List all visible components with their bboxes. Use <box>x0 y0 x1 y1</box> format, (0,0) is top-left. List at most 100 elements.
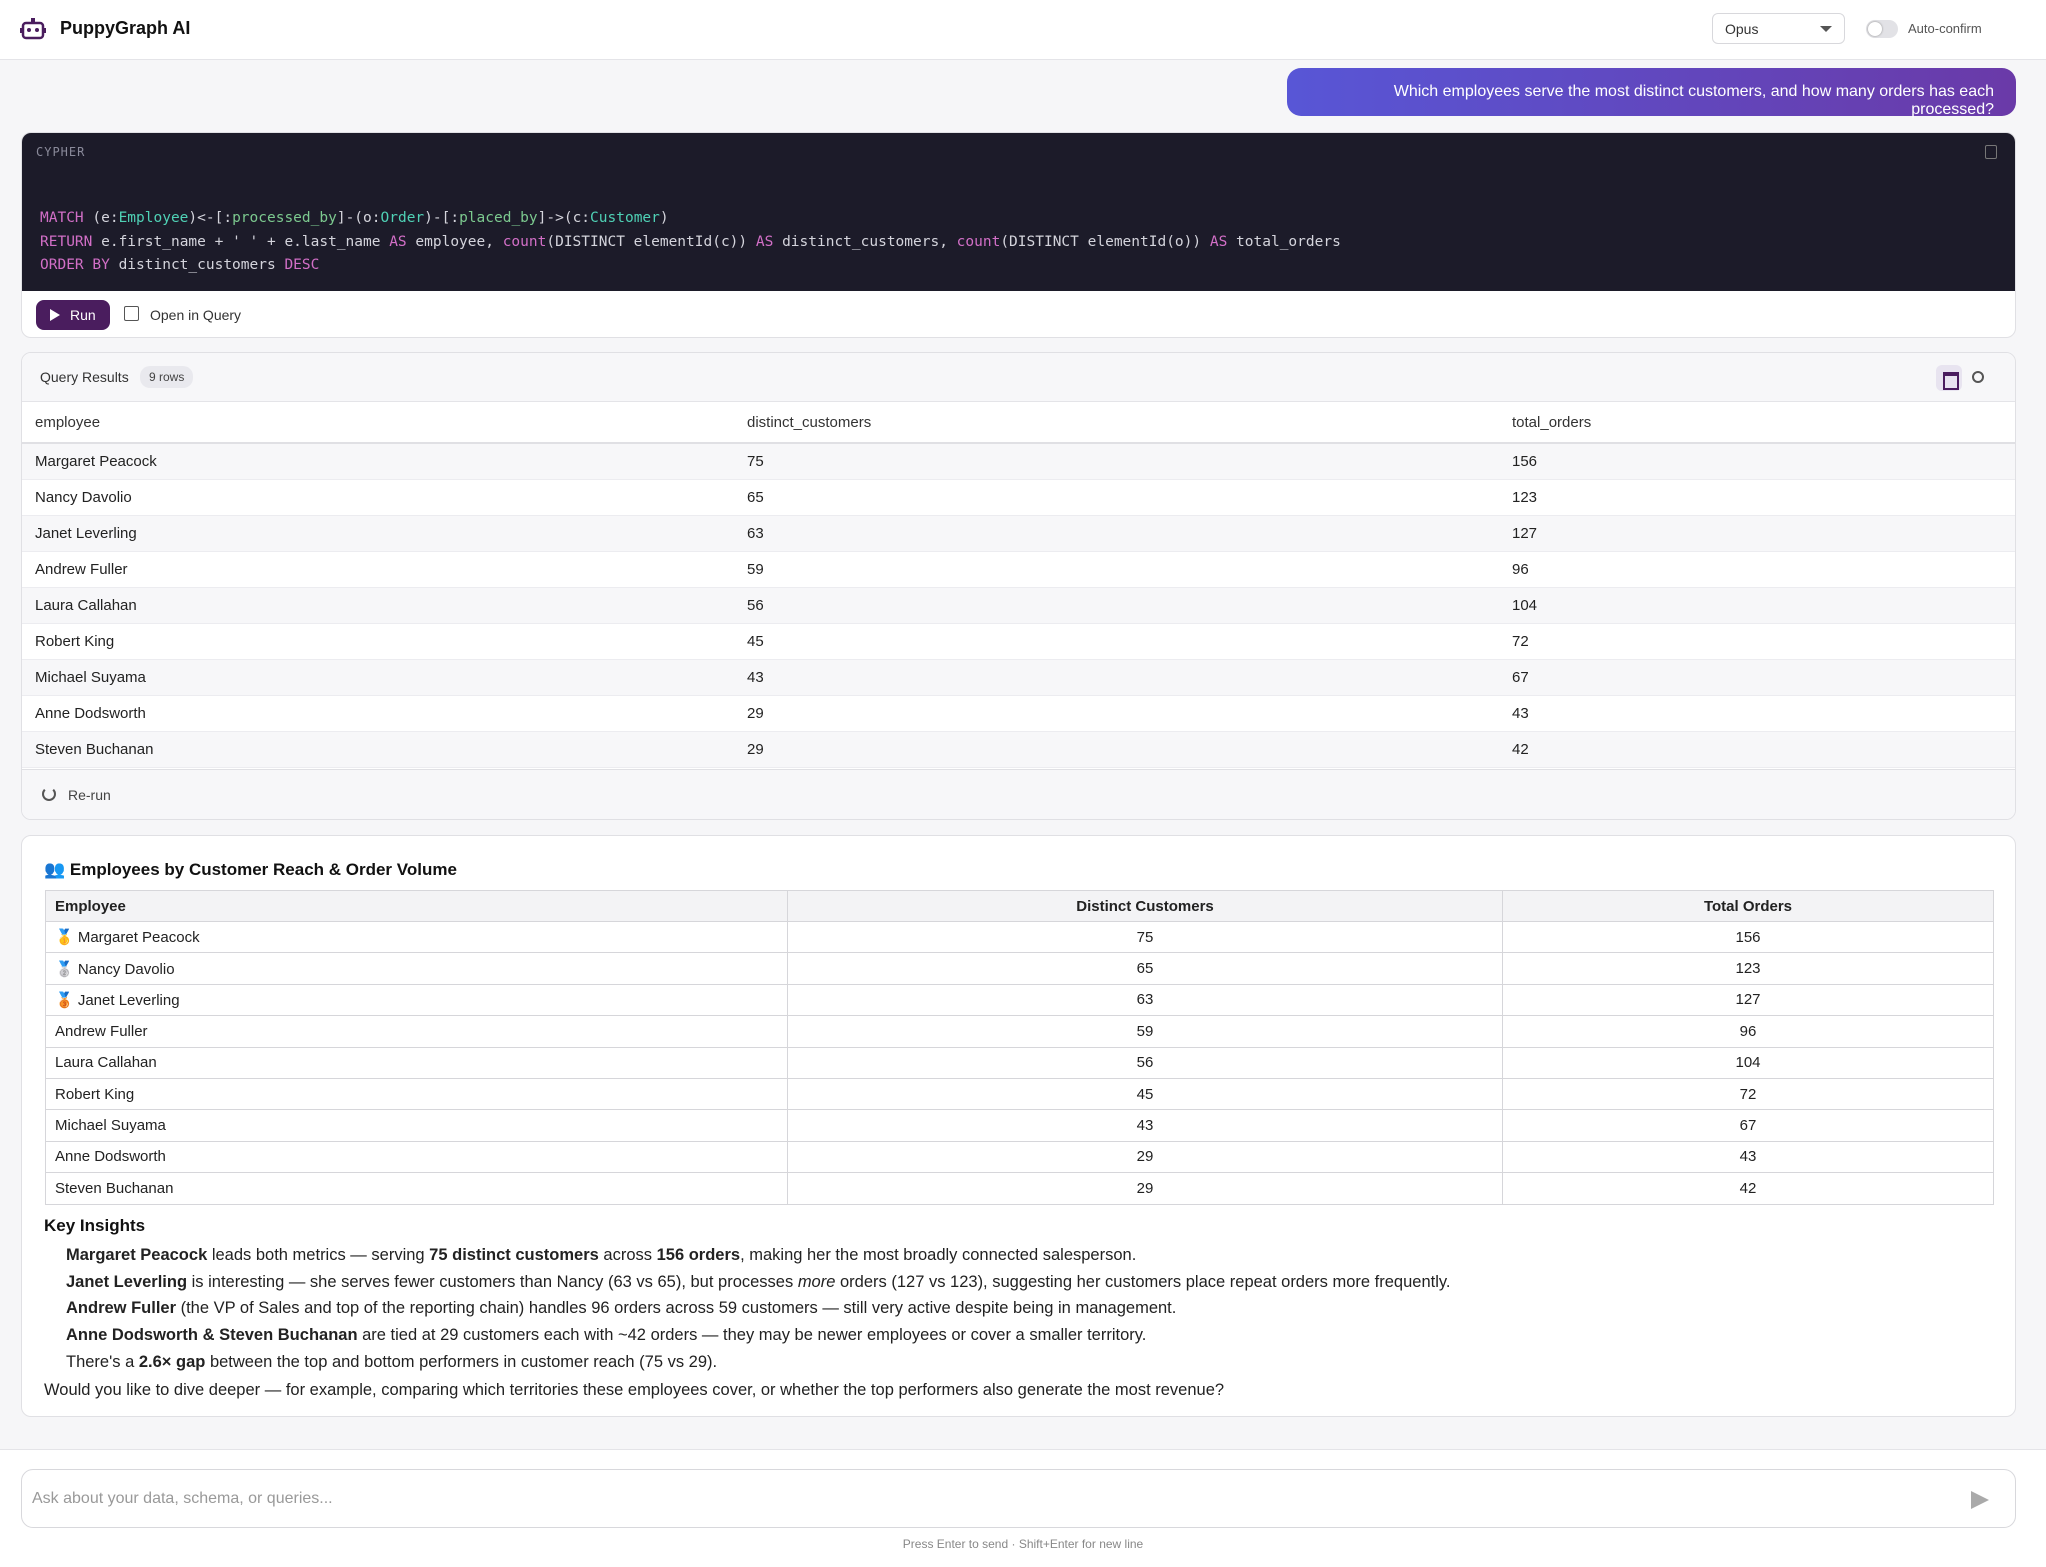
result-cell: 59 <box>734 551 1499 588</box>
report-cell: 156 <box>1502 920 1994 954</box>
code-token: AS <box>389 233 407 250</box>
rerun-button[interactable]: Re-run <box>68 787 111 803</box>
report-cell: 29 <box>787 1140 1503 1174</box>
result-cell: 156 <box>1499 443 2015 480</box>
report-cell: 🥈 Nancy Davolio <box>45 952 788 985</box>
code-token: Order <box>380 210 425 226</box>
column-header: Total Orders <box>1502 890 1994 922</box>
graph-view-button[interactable] <box>1972 371 1984 383</box>
code-token: Employee <box>118 210 189 226</box>
result-cell: 75 <box>734 443 1499 480</box>
table-view-button[interactable] <box>1936 365 1962 391</box>
result-cell: Nancy Davolio <box>22 479 734 516</box>
code-line: RETURN e.first_name + ' ' + e.last_name … <box>40 231 1341 255</box>
code-token: ]->(c: <box>537 210 591 226</box>
insight-bold: Andrew Fuller <box>66 1299 177 1318</box>
result-cell: 43 <box>1499 695 2015 732</box>
insight-bold: Margaret Peacock <box>66 1246 208 1264</box>
column-header: total_orders <box>1499 402 2015 444</box>
code-token: e.first_name + ' ' + e.last_name <box>92 233 390 250</box>
table-row: Robert King 45 72 <box>45 1077 1994 1111</box>
logo <box>20 18 46 40</box>
result-cell: 67 <box>1499 659 2015 696</box>
result-cell: Anne Dodsworth <box>22 695 734 732</box>
auto-confirm-label: Auto-confirm <box>1908 21 1982 36</box>
result-cell: 45 <box>734 623 1499 660</box>
code-token: ]-(o: <box>336 210 381 226</box>
table-row: Andrew Fuller 59 96 <box>45 1015 1994 1048</box>
open-in-query-button[interactable]: Open in Query <box>124 306 241 323</box>
insight-text: orders (127 vs 123), suggesting her cust… <box>835 1272 1451 1291</box>
input-hint: Press Enter to send · Shift+Enter for ne… <box>902 1537 1144 1551</box>
table-row: Janet Leverling 63 127 <box>22 515 2015 552</box>
report-cell: Michael Suyama <box>45 1109 788 1142</box>
result-cell: Laura Callahan <box>22 587 734 624</box>
column-header: employee <box>22 402 734 444</box>
insight-item: Janet Leverling is interesting — she ser… <box>66 1269 1451 1296</box>
code-token: )<-[: <box>188 210 233 226</box>
send-button[interactable] <box>1971 1491 1989 1509</box>
report-cell: Anne Dodsworth <box>45 1140 788 1174</box>
table-row: Robert King 45 72 <box>22 623 2015 660</box>
result-cell: 42 <box>1499 731 2015 768</box>
code-language: CYPHER <box>36 145 86 159</box>
code-token: AS <box>1209 233 1228 250</box>
table-row: 🥉 Janet Leverling 63 127 <box>45 983 1994 1017</box>
result-cell: 104 <box>1499 587 2015 624</box>
code-token: ) <box>659 210 669 226</box>
insight-bold: 75 distinct customers <box>429 1246 599 1264</box>
insight-text: between the top and bottom performers in… <box>205 1352 718 1371</box>
table-row: Laura Callahan 56 104 <box>45 1046 1994 1079</box>
code-token: ORDER BY <box>40 257 110 273</box>
table-row: Andrew Fuller 59 96 <box>22 551 2015 588</box>
result-cell: Michael Suyama <box>22 659 734 696</box>
code-token: (DISTINCT elementId(o)) <box>1000 233 1210 250</box>
code-token: count <box>956 233 1001 250</box>
row-count: 9 rows <box>140 366 194 388</box>
results-title: Query Results <box>40 369 129 385</box>
report-cell: 45 <box>787 1077 1503 1111</box>
report-cell: 104 <box>1502 1046 1994 1079</box>
report-cell: 96 <box>1502 1015 1994 1048</box>
code-token: employee, <box>406 233 503 250</box>
code-token: distinct_customers <box>109 257 285 273</box>
code-token: AS <box>755 233 774 250</box>
model-select[interactable]: Opus <box>1712 13 1845 44</box>
table-row: Michael Suyama 43 67 <box>22 659 2015 696</box>
code-block: CYPHER MATCH (e:Employee)<-[:processed_b… <box>22 133 2015 291</box>
report-cell: 127 <box>1502 983 1994 1017</box>
insight-text: is interesting — she serves fewer custom… <box>187 1272 798 1291</box>
report-cell: 56 <box>787 1046 1503 1079</box>
message-input[interactable]: Ask about your data, schema, or queries.… <box>21 1469 2016 1528</box>
code-line: ORDER BY distinct_customers DESC <box>40 254 1341 278</box>
result-cell: 65 <box>734 479 1499 516</box>
insight-text: are tied at 29 customers each with ~42 o… <box>357 1326 1147 1345</box>
insight-bold: Janet Leverling <box>66 1272 188 1291</box>
code-lines: MATCH (e:Employee)<-[:processed_by]-(o:O… <box>40 207 1341 278</box>
copy-button[interactable] <box>1985 145 1997 159</box>
run-button[interactable]: Run <box>36 300 110 330</box>
result-cell: 72 <box>1499 623 2015 660</box>
report-cell: 123 <box>1502 952 1994 985</box>
results-table: employee distinct_customers total_orders Ma… <box>22 402 2015 768</box>
report-cell: 43 <box>787 1109 1503 1142</box>
report-cell: Robert King <box>45 1077 788 1111</box>
table-row: 🥈 Nancy Davolio 65 123 <box>45 952 1994 985</box>
report-cell: 65 <box>787 952 1503 985</box>
table-row: Laura Callahan 56 104 <box>22 587 2015 624</box>
auto-confirm-toggle[interactable] <box>1866 20 1898 38</box>
table-row: Anne Dodsworth 29 43 <box>45 1140 1994 1174</box>
report-cell: 29 <box>787 1172 1503 1205</box>
report-cell: Steven Buchanan <box>45 1172 788 1205</box>
result-cell: Janet Leverling <box>22 515 734 552</box>
report-cell: 🥇 Margaret Peacock <box>45 920 788 954</box>
column-header: Distinct Customers <box>787 890 1503 922</box>
code-token: DESC <box>284 257 320 273</box>
column-header: distinct_customers <box>734 402 1499 444</box>
insights-list: Margaret Peacock leads both metrics — se… <box>66 1242 1451 1376</box>
result-cell: Margaret Peacock <box>22 443 734 480</box>
report-cell: Andrew Fuller <box>45 1015 788 1048</box>
report-table: Employee Distinct Customers Total Orders 🥇 … <box>45 890 1994 1205</box>
insight-text: There's a <box>66 1352 139 1371</box>
report-cell: 42 <box>1502 1172 1994 1205</box>
